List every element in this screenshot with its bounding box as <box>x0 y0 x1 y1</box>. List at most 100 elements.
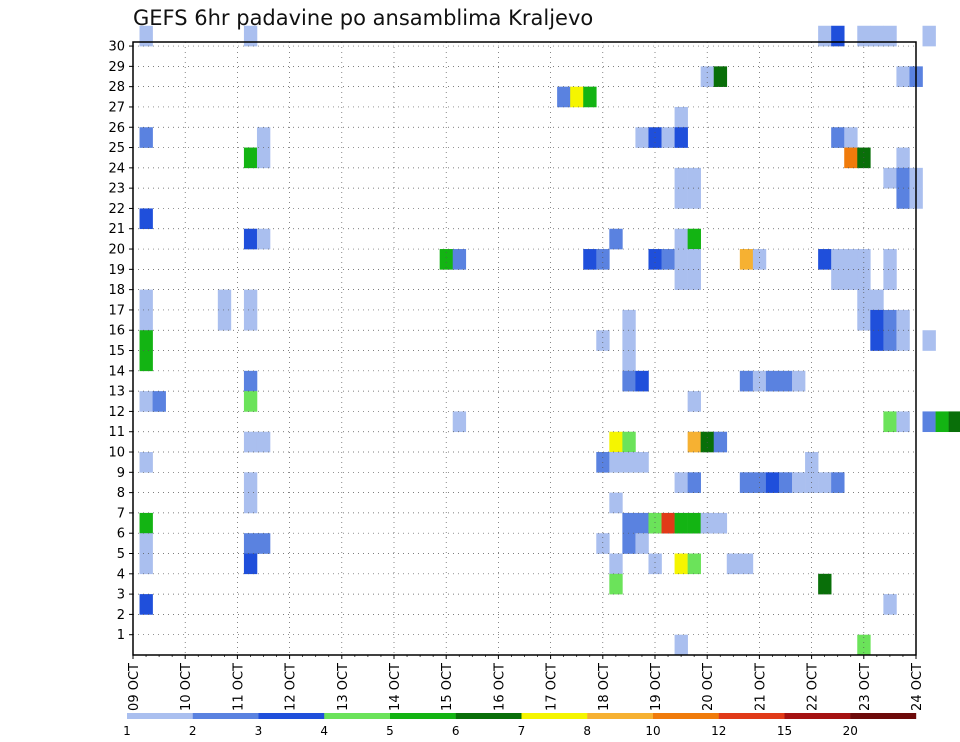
cell-m18-s58 <box>883 269 897 290</box>
cell-m10-s10 <box>256 431 271 453</box>
cell-m9-s39 <box>635 452 649 473</box>
cell-m11-s61 <box>922 411 936 433</box>
cell-m19-s36 <box>596 249 610 270</box>
cell-m13-s51 <box>792 370 806 392</box>
cell-m15-s1 <box>139 330 153 351</box>
cell-m6-s43 <box>687 512 701 534</box>
cell-m16-s9 <box>243 309 258 331</box>
x-tick-label-0: 09 OCT <box>127 663 142 711</box>
colorbar-label-10: 15 <box>777 724 792 738</box>
colorbar-swatch-6 <box>521 713 588 719</box>
y-tick-label-24: 24 <box>108 161 125 176</box>
chart-title: GEFS 6hr padavine po ansamblima Kraljevo <box>133 6 594 30</box>
x-tick-label-6: 15 OCT <box>440 663 455 711</box>
cell-m19-s54 <box>831 249 845 270</box>
cell-m10-s43 <box>687 431 701 453</box>
cell-m11-s59 <box>896 411 910 433</box>
y-tick-label-16: 16 <box>108 324 125 339</box>
cell-m6-s38 <box>622 512 636 534</box>
cell-m4-s46 <box>726 553 741 575</box>
x-axis: 09 OCT 10 OCT 11 OCT 12 OCT 13 OCT 14 OCT 15 O… <box>127 655 925 711</box>
cell-m25-s54 <box>831 127 845 148</box>
cell-m4-s9 <box>243 553 258 575</box>
colorbar-swatch-7 <box>587 713 654 719</box>
cell-m18-s55 <box>844 269 858 290</box>
y-tick-label-28: 28 <box>108 80 125 95</box>
colorbar-swatch-4 <box>390 713 456 719</box>
cell-m2-s58 <box>883 594 897 615</box>
cell-m5-s36 <box>596 533 610 554</box>
cell-m15-s38 <box>622 330 636 351</box>
cell-m23-s42 <box>674 167 688 189</box>
y-tick-label-25: 25 <box>108 141 125 156</box>
y-tick-label-7: 7 <box>117 506 125 521</box>
y-tick-label-30: 30 <box>108 40 125 55</box>
y-tick-label-15: 15 <box>108 344 125 359</box>
y-tick-label-1: 1 <box>117 628 125 643</box>
cell-m18-s54 <box>831 269 845 290</box>
cell-m15-s36 <box>596 330 610 351</box>
colorbar-label-1: 2 <box>189 724 197 738</box>
cell-m11-s58 <box>883 411 897 433</box>
x-tick-label-10: 19 OCT <box>649 663 664 711</box>
cell-m20-s9 <box>243 228 258 250</box>
cell-m8-s50 <box>778 472 793 493</box>
y-tick-label-11: 11 <box>108 425 125 440</box>
cell-m4-s42 <box>674 553 688 575</box>
cell-m19-s24 <box>439 249 454 270</box>
cell-m18-s42 <box>674 269 688 290</box>
cell-m6-s42 <box>674 512 688 534</box>
cell-m25-s10 <box>256 127 271 148</box>
x-tick-label-5: 14 OCT <box>388 663 403 711</box>
colorbar-swatch-11 <box>850 713 917 719</box>
cell-m7-s37 <box>609 492 623 514</box>
cell-m16-s56 <box>857 309 871 331</box>
cells-layer <box>139 25 960 656</box>
cell-m14-s38 <box>622 350 636 372</box>
y-axis: 1234567891011121314151617181920212223242… <box>108 40 133 643</box>
x-tick-label-9: 18 OCT <box>597 663 612 711</box>
cell-m10-s37 <box>609 431 623 453</box>
colorbar-label-0: 1 <box>123 724 131 738</box>
y-tick-label-19: 19 <box>108 263 125 278</box>
colorbar-swatch-3 <box>324 713 391 719</box>
cell-m30-s54 <box>831 25 845 47</box>
cell-m30-s61 <box>922 25 936 47</box>
cell-m0-s42 <box>674 634 688 656</box>
cell-m13-s39 <box>635 370 649 392</box>
colorbar-label-8: 10 <box>645 724 660 738</box>
cell-m4-s1 <box>139 553 153 575</box>
colorbar-swatch-2 <box>258 713 325 719</box>
cell-m17-s57 <box>870 289 884 311</box>
cell-m8-s51 <box>792 472 806 493</box>
cell-m24-s59 <box>896 147 910 169</box>
cell-m12-s9 <box>243 391 258 412</box>
cell-m19-s56 <box>857 249 871 270</box>
cell-m12-s43 <box>687 391 701 412</box>
cell-m9-s38 <box>622 452 636 473</box>
cell-m19-s42 <box>674 249 688 270</box>
cell-m11-s62 <box>935 411 949 433</box>
cell-m6-s39 <box>635 512 649 534</box>
cell-m18-s43 <box>687 269 701 290</box>
cell-m21-s1 <box>139 208 153 230</box>
cell-m8-s49 <box>765 472 780 493</box>
cell-m19-s35 <box>583 249 597 270</box>
cell-m10-s9 <box>243 431 258 453</box>
x-tick-label-7: 16 OCT <box>492 663 507 711</box>
cell-m16-s59 <box>896 309 910 331</box>
cell-m19-s25 <box>452 249 467 270</box>
cell-m24-s10 <box>256 147 271 169</box>
cell-m4-s40 <box>648 553 662 575</box>
cell-m19-s53 <box>818 249 832 270</box>
cell-m8-s53 <box>818 472 832 493</box>
colorbar-label-9: 12 <box>711 724 726 738</box>
x-tick-label-11: 20 OCT <box>701 663 716 711</box>
y-tick-label-22: 22 <box>108 202 125 217</box>
y-tick-label-27: 27 <box>108 100 125 115</box>
grid-layer <box>133 42 916 655</box>
cell-m24-s9 <box>243 147 258 169</box>
cell-m4-s43 <box>687 553 701 575</box>
cell-m14-s1 <box>139 350 153 372</box>
